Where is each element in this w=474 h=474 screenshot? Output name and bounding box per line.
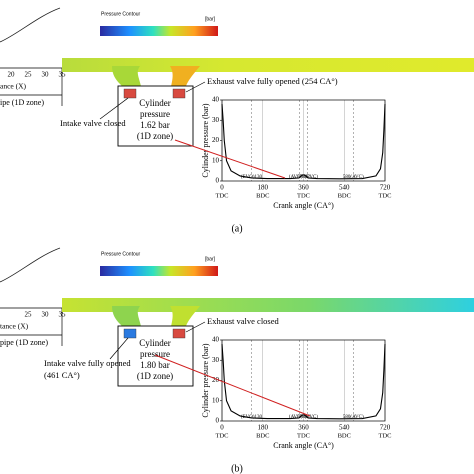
x-tick-note: TDC <box>216 192 229 199</box>
intake-valve <box>123 88 137 99</box>
x-tick-label: 720 <box>380 184 391 192</box>
y-axis-label: Cylinder pressure (bar) <box>201 343 210 418</box>
y-tick-label: 30 <box>212 356 220 364</box>
x-tick-note: TDC <box>297 192 310 199</box>
x-tick-note: BDC <box>256 432 269 439</box>
cylinder-text: pressure <box>140 109 170 119</box>
distance-tick: 25 <box>25 71 33 79</box>
x-tick-note: TDC <box>297 432 310 439</box>
legend-unit: [bar] <box>205 256 216 262</box>
x-tick-label: 180 <box>258 184 269 192</box>
y-tick-label: 0 <box>216 177 220 185</box>
y-tick-label: 20 <box>212 376 220 384</box>
exhaust-valve <box>172 88 186 99</box>
x-axis-label: Crank angle (CA°) <box>273 201 334 210</box>
legend-title: Pressure Contour <box>101 11 141 17</box>
pipe <box>62 58 474 72</box>
annotation-label: 580(AVC) <box>343 175 364 180</box>
y-tick-label: 30 <box>212 116 220 124</box>
pressure-line <box>221 344 386 420</box>
arrow <box>109 337 129 360</box>
x-tick-note: TDC <box>216 432 229 439</box>
cylinder-text: Cylinder <box>139 98 171 108</box>
pipe-label: pipe (1D zone) <box>0 338 48 347</box>
x-tick-label: 0 <box>220 184 224 192</box>
x-tick-label: 720 <box>380 424 391 432</box>
distance-tick: 20 <box>8 71 16 79</box>
cylinder-text: 1.62 bar <box>140 120 170 130</box>
pipe <box>62 298 474 312</box>
distance-curve <box>0 247 61 283</box>
colorbar <box>100 266 218 276</box>
distance-label: ance (X) <box>0 82 27 91</box>
annotation-label: 580(AVC) <box>343 415 364 420</box>
y-tick-label: 10 <box>212 396 220 404</box>
x-tick-label: 360 <box>298 424 309 432</box>
y-tick-label: 0 <box>216 417 220 425</box>
legend-unit: [bar] <box>205 16 216 22</box>
x-tick-note: TDC <box>379 432 392 439</box>
y-tick-label: 10 <box>212 156 220 164</box>
x-tick-note: BDC <box>256 192 269 199</box>
x-tick-note: TDC <box>379 192 392 199</box>
x-tick-label: 540 <box>339 184 350 192</box>
cylinder-text: 1.80 bar <box>140 360 170 370</box>
cylinder-text: Cylinder <box>139 338 171 348</box>
distance-label: tance (X) <box>0 322 29 331</box>
intake-note: Intake valve fully opened <box>44 358 131 368</box>
panel-label: (b) <box>231 463 243 474</box>
distance-tick: 25 <box>25 311 33 319</box>
x-tick-note: BDC <box>338 432 351 439</box>
pointer <box>174 139 286 179</box>
cylinder-text: pressure <box>140 349 170 359</box>
distance-tick: 30 <box>42 311 50 319</box>
intake-valve <box>123 328 137 339</box>
y-tick-label: 40 <box>212 96 220 104</box>
panel-label: (a) <box>231 223 242 234</box>
x-tick-label: 180 <box>258 424 269 432</box>
cylinder-text: (1D zone) <box>137 131 173 141</box>
x-tick-label: 540 <box>339 424 350 432</box>
exhaust-valve <box>172 328 186 339</box>
cylinder-text: (1D zone) <box>137 371 173 381</box>
arrow <box>99 97 129 120</box>
plot-frame <box>221 339 386 422</box>
pressure-line <box>221 104 386 180</box>
intake-note: Intake valve closed <box>60 118 126 128</box>
x-tick-label: 0 <box>220 424 224 432</box>
arrow <box>185 321 206 333</box>
y-tick-label: 40 <box>212 336 220 344</box>
colorbar <box>100 26 218 36</box>
y-tick-label: 20 <box>212 136 220 144</box>
x-axis-label: Crank angle (CA°) <box>273 441 334 450</box>
distance-tick: 30 <box>42 71 50 79</box>
pipe-label: ipe (1D zone) <box>0 98 44 107</box>
legend-title: Pressure Contour <box>101 251 141 257</box>
exhaust-note: Exhaust valve fully opened (254 CA°) <box>207 76 338 86</box>
arrow <box>185 81 206 93</box>
exhaust-note: Exhaust valve closed <box>207 316 280 326</box>
x-tick-note: BDC <box>338 192 351 199</box>
intake-note: (461 CA°) <box>44 370 80 380</box>
plot-frame <box>221 99 386 182</box>
distance-curve <box>0 7 61 43</box>
x-tick-label: 360 <box>298 184 309 192</box>
y-axis-label: Cylinder pressure (bar) <box>201 103 210 178</box>
pointer <box>154 354 311 417</box>
